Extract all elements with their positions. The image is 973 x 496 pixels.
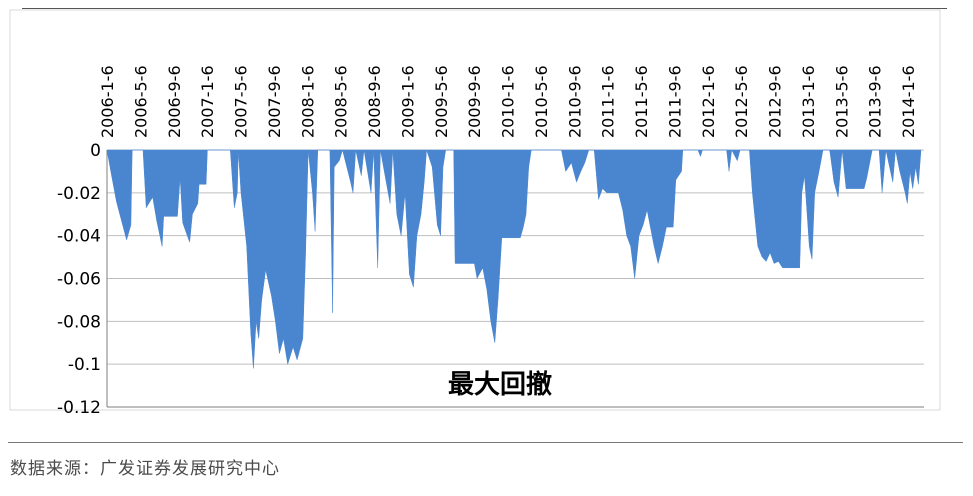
bottom-rule — [8, 442, 963, 443]
x-tick-label: 2006-5-6 — [131, 65, 150, 138]
y-tick-label: -0.12 — [57, 398, 101, 418]
chart-title: 最大回撤 — [448, 369, 552, 400]
source-note: 数据来源：广发证券发展研究中心 — [10, 459, 280, 479]
x-tick-label: 2011-1-6 — [599, 65, 618, 138]
x-tick-label: 2007-9-6 — [265, 65, 284, 138]
x-tick-label: 2011-5-6 — [632, 65, 651, 138]
x-tick-label: 2010-9-6 — [565, 65, 584, 138]
x-axis-ticks: 2006-1-6 2006-5-6 2006-9-6 2007-1-6 2007-5-6… — [98, 65, 918, 138]
y-tick-label: -0.02 — [57, 184, 101, 204]
x-tick-label: 2010-1-6 — [499, 65, 518, 138]
x-tick-label: 2013-1-6 — [799, 65, 818, 138]
x-tick-label: 2011-9-6 — [665, 65, 684, 138]
x-tick-label: 2007-1-6 — [198, 65, 217, 138]
x-tick-label: 2014-1-6 — [899, 65, 918, 138]
top-rule — [22, 8, 947, 9]
x-tick-label: 2013-5-6 — [832, 65, 851, 138]
y-tick-label: -0.08 — [57, 312, 101, 332]
x-tick-label: 2008-9-6 — [365, 65, 384, 138]
y-tick-label: -0.06 — [57, 270, 101, 290]
x-tick-label: 2009-1-6 — [398, 65, 417, 138]
y-tick-label: -0.1 — [68, 355, 101, 375]
x-tick-label: 2008-5-6 — [332, 65, 351, 138]
x-tick-label: 2006-9-6 — [165, 65, 184, 138]
x-tick-label: 2006-1-6 — [98, 65, 117, 138]
max-drawdown-chart: 0-0.02-0.04-0.06-0.08-0.1-0.12 2006-1-6 2… — [9, 9, 941, 418]
x-tick-label: 2013-9-6 — [866, 65, 885, 138]
x-tick-label: 2012-5-6 — [732, 65, 751, 138]
y-tick-label: -0.04 — [57, 227, 101, 247]
x-tick-label: 2009-5-6 — [432, 65, 451, 138]
x-tick-label: 2010-5-6 — [532, 65, 551, 138]
x-tick-label: 2008-1-6 — [298, 65, 317, 138]
x-tick-label: 2012-9-6 — [766, 65, 785, 138]
x-tick-label: 2009-9-6 — [465, 65, 484, 138]
x-tick-label: 2012-1-6 — [699, 65, 718, 138]
plot-frame — [9, 9, 941, 411]
drawdown-area — [106, 149, 922, 369]
drawdown-series — [106, 149, 922, 369]
y-axis-ticks: 0 -0.02 -0.04 -0.06 -0.08 -0.1 -0.12 — [57, 141, 101, 418]
y-tick-label: 0 — [90, 141, 101, 161]
x-tick-label: 2007-5-6 — [232, 65, 251, 138]
